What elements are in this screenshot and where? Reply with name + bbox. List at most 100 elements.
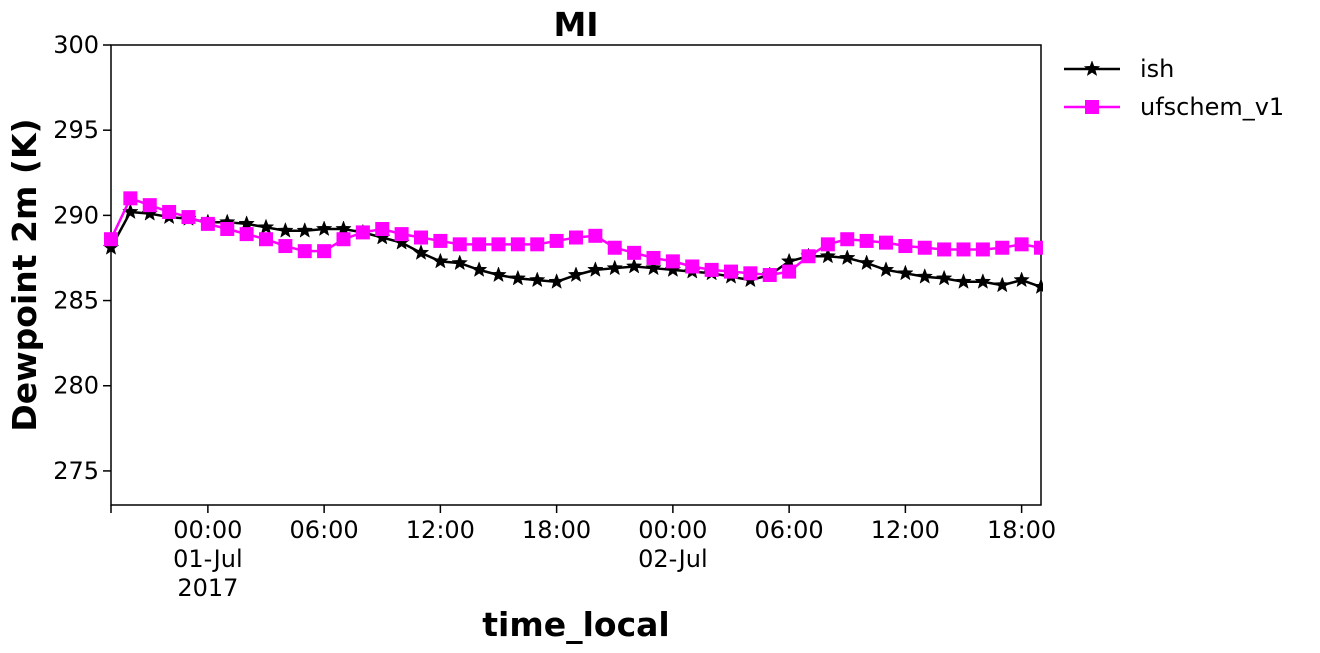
data-point-ufschem_v1	[975, 242, 990, 257]
x-axis-title: time_local	[482, 605, 669, 644]
data-point-ish	[432, 252, 449, 269]
data-point-ish	[858, 254, 875, 271]
data-point-ish	[296, 221, 314, 238]
legend-marker-square	[1085, 100, 1099, 114]
data-point-ish	[509, 269, 527, 286]
data-point-ufschem_v1	[1014, 237, 1029, 252]
data-point-ufschem_v1	[394, 227, 409, 242]
data-point-ufschem_v1	[297, 244, 312, 259]
data-point-ufschem_v1	[491, 237, 506, 252]
data-point-ufschem_v1	[917, 240, 932, 255]
data-point-ufschem_v1	[782, 264, 797, 279]
data-point-ish	[528, 271, 546, 288]
data-point-ufschem_v1	[200, 216, 215, 231]
data-point-ish	[645, 259, 662, 276]
data-point-ufschem_v1	[452, 237, 467, 252]
data-point-ufschem_v1	[104, 232, 118, 247]
data-point-ufschem_v1	[859, 233, 874, 248]
x-tick-label: 12:00	[871, 516, 940, 544]
y-tick-label: 290	[53, 201, 99, 229]
data-point-ish	[451, 254, 469, 271]
data-point-ufschem_v1	[549, 233, 564, 248]
data-point-ish	[916, 267, 934, 284]
legend-item-ish: ish	[1064, 55, 1174, 83]
y-axis: 275 280 285 290 295 300	[53, 31, 111, 485]
data-point-ish	[587, 261, 604, 277]
data-point-ish	[877, 261, 895, 277]
data-point-ufschem_v1	[995, 240, 1010, 255]
data-point-ufschem_v1	[588, 228, 603, 243]
data-point-ish	[1032, 278, 1043, 294]
data-point-ufschem_v1	[162, 204, 177, 219]
data-point-ufschem_v1	[743, 266, 758, 281]
data-point-ufschem_v1	[665, 254, 680, 269]
legend-item-ufschem_v1: ufschem_v1	[1064, 93, 1284, 121]
y-axis-title: Dewpoint 2m (K)	[5, 118, 44, 431]
data-point-ufschem_v1	[278, 239, 293, 254]
y-tick-label: 285	[53, 287, 99, 315]
legend-label: ufschem_v1	[1140, 93, 1284, 121]
x-tick-label: 00:00	[638, 516, 707, 544]
x-tick-label: 12:00	[406, 516, 475, 544]
data-point-ufschem_v1	[840, 232, 855, 247]
data-point-ish	[470, 261, 488, 277]
x-tick-label: 06:00	[755, 516, 824, 544]
data-point-ish	[955, 273, 972, 289]
data-point-ufschem_v1	[433, 233, 448, 248]
data-point-ish	[819, 247, 837, 264]
data-point-ish	[606, 259, 624, 276]
legend-label: ish	[1140, 55, 1174, 83]
data-point-ufschem_v1	[123, 191, 138, 206]
data-point-ufschem_v1	[1034, 240, 1043, 255]
y-tick-label: 300	[53, 31, 99, 59]
data-point-ish	[257, 218, 275, 235]
data-point-ufschem_v1	[355, 225, 370, 240]
x-tick-label: 00:00	[173, 516, 242, 544]
data-point-ufschem_v1	[510, 237, 525, 252]
x-tick-label: 2017	[177, 574, 238, 602]
data-point-ufschem_v1	[724, 264, 738, 279]
x-tick-label: 06:00	[290, 516, 359, 544]
data-point-ufschem_v1	[472, 237, 487, 252]
data-point-ufschem_v1	[646, 250, 661, 265]
data-point-ish	[567, 266, 585, 283]
y-tick-label: 275	[53, 457, 99, 485]
data-point-ish	[548, 273, 565, 289]
data-point-ufschem_v1	[607, 240, 622, 255]
data-point-ufschem_v1	[937, 242, 952, 257]
data-point-ufschem_v1	[569, 230, 583, 245]
data-point-ufschem_v1	[627, 245, 642, 260]
data-point-ufschem_v1	[239, 227, 254, 242]
data-point-ufschem_v1	[530, 237, 545, 252]
data-point-ish	[1013, 271, 1030, 288]
x-tick-label: 02-Jul	[638, 545, 708, 573]
data-point-ufschem_v1	[317, 244, 332, 259]
data-point-ufschem_v1	[414, 230, 428, 245]
y-tick-label: 280	[53, 372, 99, 400]
data-point-ufschem_v1	[220, 222, 235, 236]
data-point-ufschem_v1	[375, 222, 390, 236]
data-point-ufschem_v1	[142, 198, 157, 213]
data-point-ish	[974, 273, 992, 289]
data-point-ish	[897, 264, 914, 281]
data-point-ish	[935, 269, 953, 286]
data-point-ish	[490, 266, 507, 283]
data-point-ufschem_v1	[956, 242, 971, 257]
data-point-ufschem_v1	[704, 262, 719, 277]
data-point-ish	[625, 257, 643, 274]
data-point-ish	[412, 244, 430, 260]
data-point-ish	[838, 249, 856, 266]
data-point-ufschem_v1	[762, 268, 777, 282]
data-point-ufschem_v1	[181, 210, 196, 225]
plot-area	[102, 191, 1043, 294]
data-point-ufschem_v1	[336, 232, 351, 247]
data-point-ufschem_v1	[685, 259, 700, 274]
data-point-ufschem_v1	[820, 237, 835, 252]
data-point-ish	[315, 220, 333, 237]
legend: ish ufschem_v1	[1064, 55, 1284, 121]
data-point-ufschem_v1	[259, 232, 273, 247]
plot-frame	[110, 44, 1042, 506]
data-point-ish	[277, 221, 294, 238]
